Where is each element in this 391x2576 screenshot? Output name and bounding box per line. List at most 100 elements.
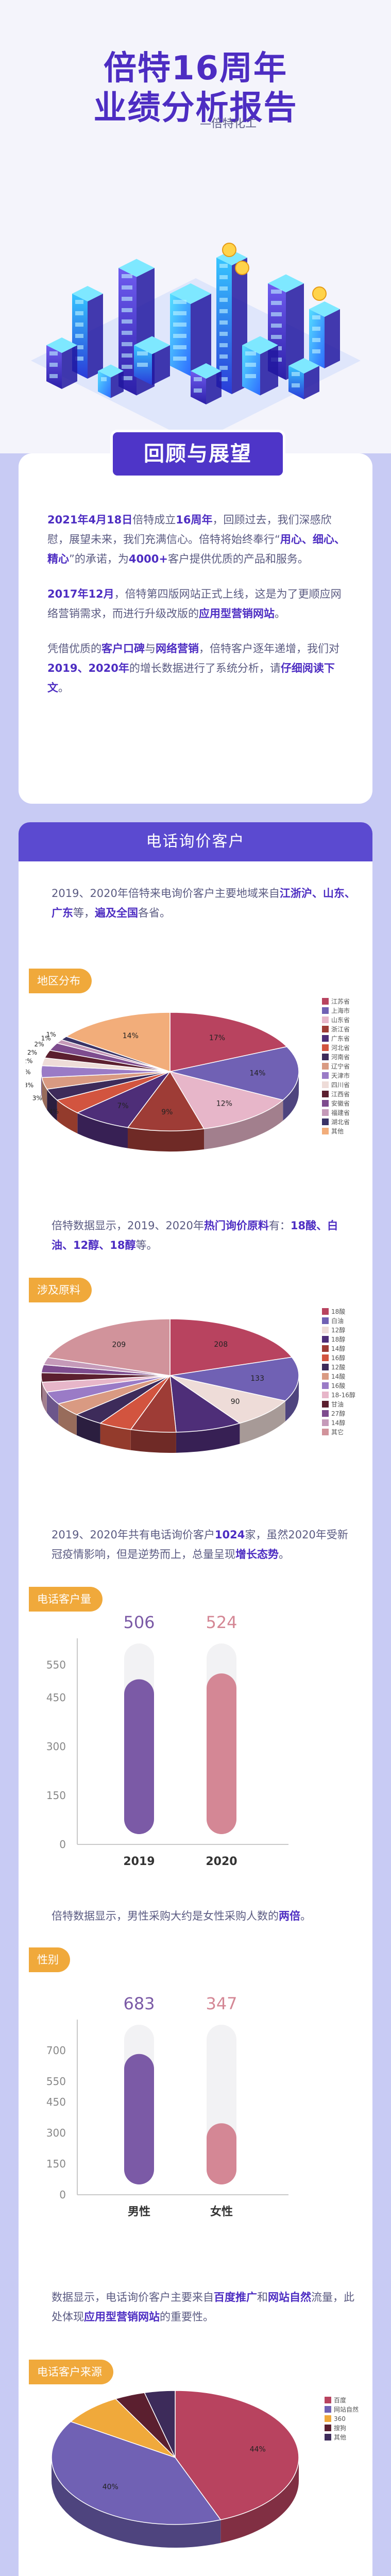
source-pie-slice-side-1: [52, 2458, 221, 2548]
gender-ytick: 0: [59, 2189, 66, 2201]
review-paragraph-1: 2021年4月18日倍特成立16周年，回顾过去，我们深感欣慰，展望未来，我们充满…: [47, 510, 346, 569]
legend-label: 搜狗: [334, 2425, 347, 2432]
body-text: 各省。: [138, 907, 171, 919]
customer-count-text: 2019、2020年共有电话询价客户1024家，虽然2020年受新冠疫情影响，但…: [52, 1525, 355, 1564]
legend-swatch: [322, 1410, 329, 1417]
raw-material-pie-chart: 208 133 90 209: [41, 1318, 299, 1453]
legend-label: 网站自然: [334, 2406, 359, 2413]
customer-count-ytick: 550: [46, 1659, 66, 1671]
legend-label: 山东省: [331, 1016, 350, 1024]
legend-item: 12酸: [322, 1363, 355, 1372]
region-pie-slice-side-3: [127, 1127, 205, 1151]
legend-item: 天津市: [322, 1071, 350, 1080]
body-text: 有：: [268, 1219, 291, 1232]
body-text: 2019、2020年倍特来电询价客户主要地域来自: [52, 887, 280, 900]
raw-material-tag: 涉及原料: [29, 1278, 92, 1302]
legend-label: 天津市: [331, 1072, 350, 1079]
raw-material-pie-label-0: 208: [214, 1341, 228, 1349]
legend-label: 27醇: [331, 1410, 346, 1417]
legend-swatch: [322, 1364, 329, 1370]
body-text: ，倍特第四版网站正式上线，这是为了更顺应网络营销需求，而进行升级改版的: [47, 588, 342, 620]
report-title: 倍特16周年 业绩分析报告: [93, 49, 298, 127]
legend-swatch: [322, 1026, 329, 1032]
region-pie-label-3: 9%: [161, 1108, 173, 1116]
legend-swatch: [322, 1354, 329, 1361]
legend-swatch: [322, 998, 329, 1005]
legend-item: 福建省: [322, 1108, 350, 1117]
highlight-text: 应用型营销网站: [84, 2311, 160, 2323]
legend-swatch: [322, 1081, 329, 1088]
legend-item: 上海市: [322, 1006, 350, 1015]
source-pie-label-1: 40%: [103, 2483, 118, 2491]
body-text: 与: [145, 642, 156, 655]
legend-label: 16醇: [331, 1354, 346, 1362]
gender-bar-0: [124, 2054, 154, 2184]
body-text: 。: [275, 607, 285, 620]
raw-material-pie-slice-side-3: [176, 1423, 240, 1453]
body-text: 。: [58, 682, 69, 694]
gender-text: 倍特数据显示，男性采购大约是女性采购人数的两倍。: [52, 1906, 355, 1926]
highlight-text: 2019、2020年: [47, 662, 129, 674]
body-text: 2019、2020年共有电话询价客户: [52, 1529, 215, 1541]
body-text: 倍特数据显示，男性采购大约是女性采购人数的: [52, 1910, 279, 1922]
legend-swatch: [322, 1118, 329, 1125]
customer-count-category-0: 2019: [123, 1855, 155, 1868]
highlight-text: 应用型营销网站: [199, 607, 275, 620]
body-text: 客户提供优质的产品和服务。: [167, 553, 309, 565]
customer-count-bar-1: [207, 1673, 236, 1834]
region-pie-slice-3: [127, 1071, 205, 1131]
legend-item: 百度: [325, 2396, 359, 2405]
body-text: 。: [300, 1910, 311, 1922]
highlight-text: 百度推广: [214, 2291, 257, 2303]
legend-swatch: [322, 1327, 329, 1333]
region-pie-slice-side-4: [77, 1112, 128, 1148]
legend-item: 山东省: [322, 1015, 350, 1025]
report-subtitle: —倍特化工: [200, 117, 257, 130]
gender-category-1: 女性: [210, 2205, 233, 2218]
legend-item: 14醇: [322, 1418, 355, 1428]
region-pie-label-4: 7%: [117, 1102, 128, 1110]
region-pie-label-14: 14%: [123, 1032, 139, 1040]
highlight-text: 网络营销: [156, 642, 199, 655]
legend-label: 百度: [334, 2397, 347, 2404]
raw-material-pie-slice-side-1: [285, 1376, 299, 1422]
gender-bar-chart: 0 150 300 450 550 700 683 男性 347 女性: [46, 1994, 288, 2218]
raw-material-pie-label-2: 90: [231, 1398, 240, 1406]
legend-item: 四川省: [322, 1080, 350, 1090]
legend-item: 湖北省: [322, 1117, 350, 1127]
region-pie-label-13: 1%: [46, 1031, 56, 1038]
legend-label: 湖北省: [331, 1118, 350, 1126]
legend-swatch: [322, 1035, 329, 1042]
legend-swatch: [322, 1016, 329, 1023]
highlight-text: 16周年: [176, 514, 213, 526]
body-text: 倍特成立: [132, 514, 176, 526]
raw-material-pie-slice-3: [169, 1375, 241, 1433]
customer-count-bar-0: [124, 1679, 154, 1834]
legend-swatch: [325, 2397, 331, 2403]
legend-label: 18醇: [331, 1336, 346, 1343]
customer-count-tag: 电话客户量: [29, 1587, 103, 1612]
customer-count-category-1: 2020: [206, 1855, 237, 1868]
gender-ytick: 150: [46, 2158, 66, 2170]
region-pie-label-6: 3%: [32, 1094, 42, 1101]
region-pie-slice-side-1: [283, 1072, 299, 1121]
legend-item: 网站自然: [325, 2405, 359, 2414]
region-pie-label-1: 14%: [249, 1070, 265, 1078]
region-pie-slice-0: [169, 1012, 288, 1072]
legend-item: 广东省: [322, 1034, 350, 1043]
review-card: 2021年4月18日倍特成立16周年，回顾过去，我们深感欣慰，展望未来，我们充满…: [19, 453, 372, 804]
legend-item: 江西省: [322, 1090, 350, 1099]
highlight-text: 客户口碑: [101, 642, 145, 655]
raw-material-pie-slice-side-2: [240, 1401, 285, 1444]
legend-swatch: [322, 1308, 329, 1315]
gender-ytick: 300: [46, 2127, 66, 2139]
legend-label: 18酸: [331, 1308, 346, 1315]
customer-count-ytick: 0: [59, 1838, 66, 1851]
legend-swatch: [325, 2425, 331, 2431]
legend-swatch: [322, 1336, 329, 1343]
region-pie-label-0: 17%: [209, 1034, 225, 1042]
body-text: 凭借优质的: [47, 642, 101, 655]
gender-tag: 性别: [29, 1947, 70, 1972]
body-text: 的增长数据进行了系统分析，请: [129, 662, 281, 674]
region-pie-slice-4: [76, 1071, 172, 1128]
